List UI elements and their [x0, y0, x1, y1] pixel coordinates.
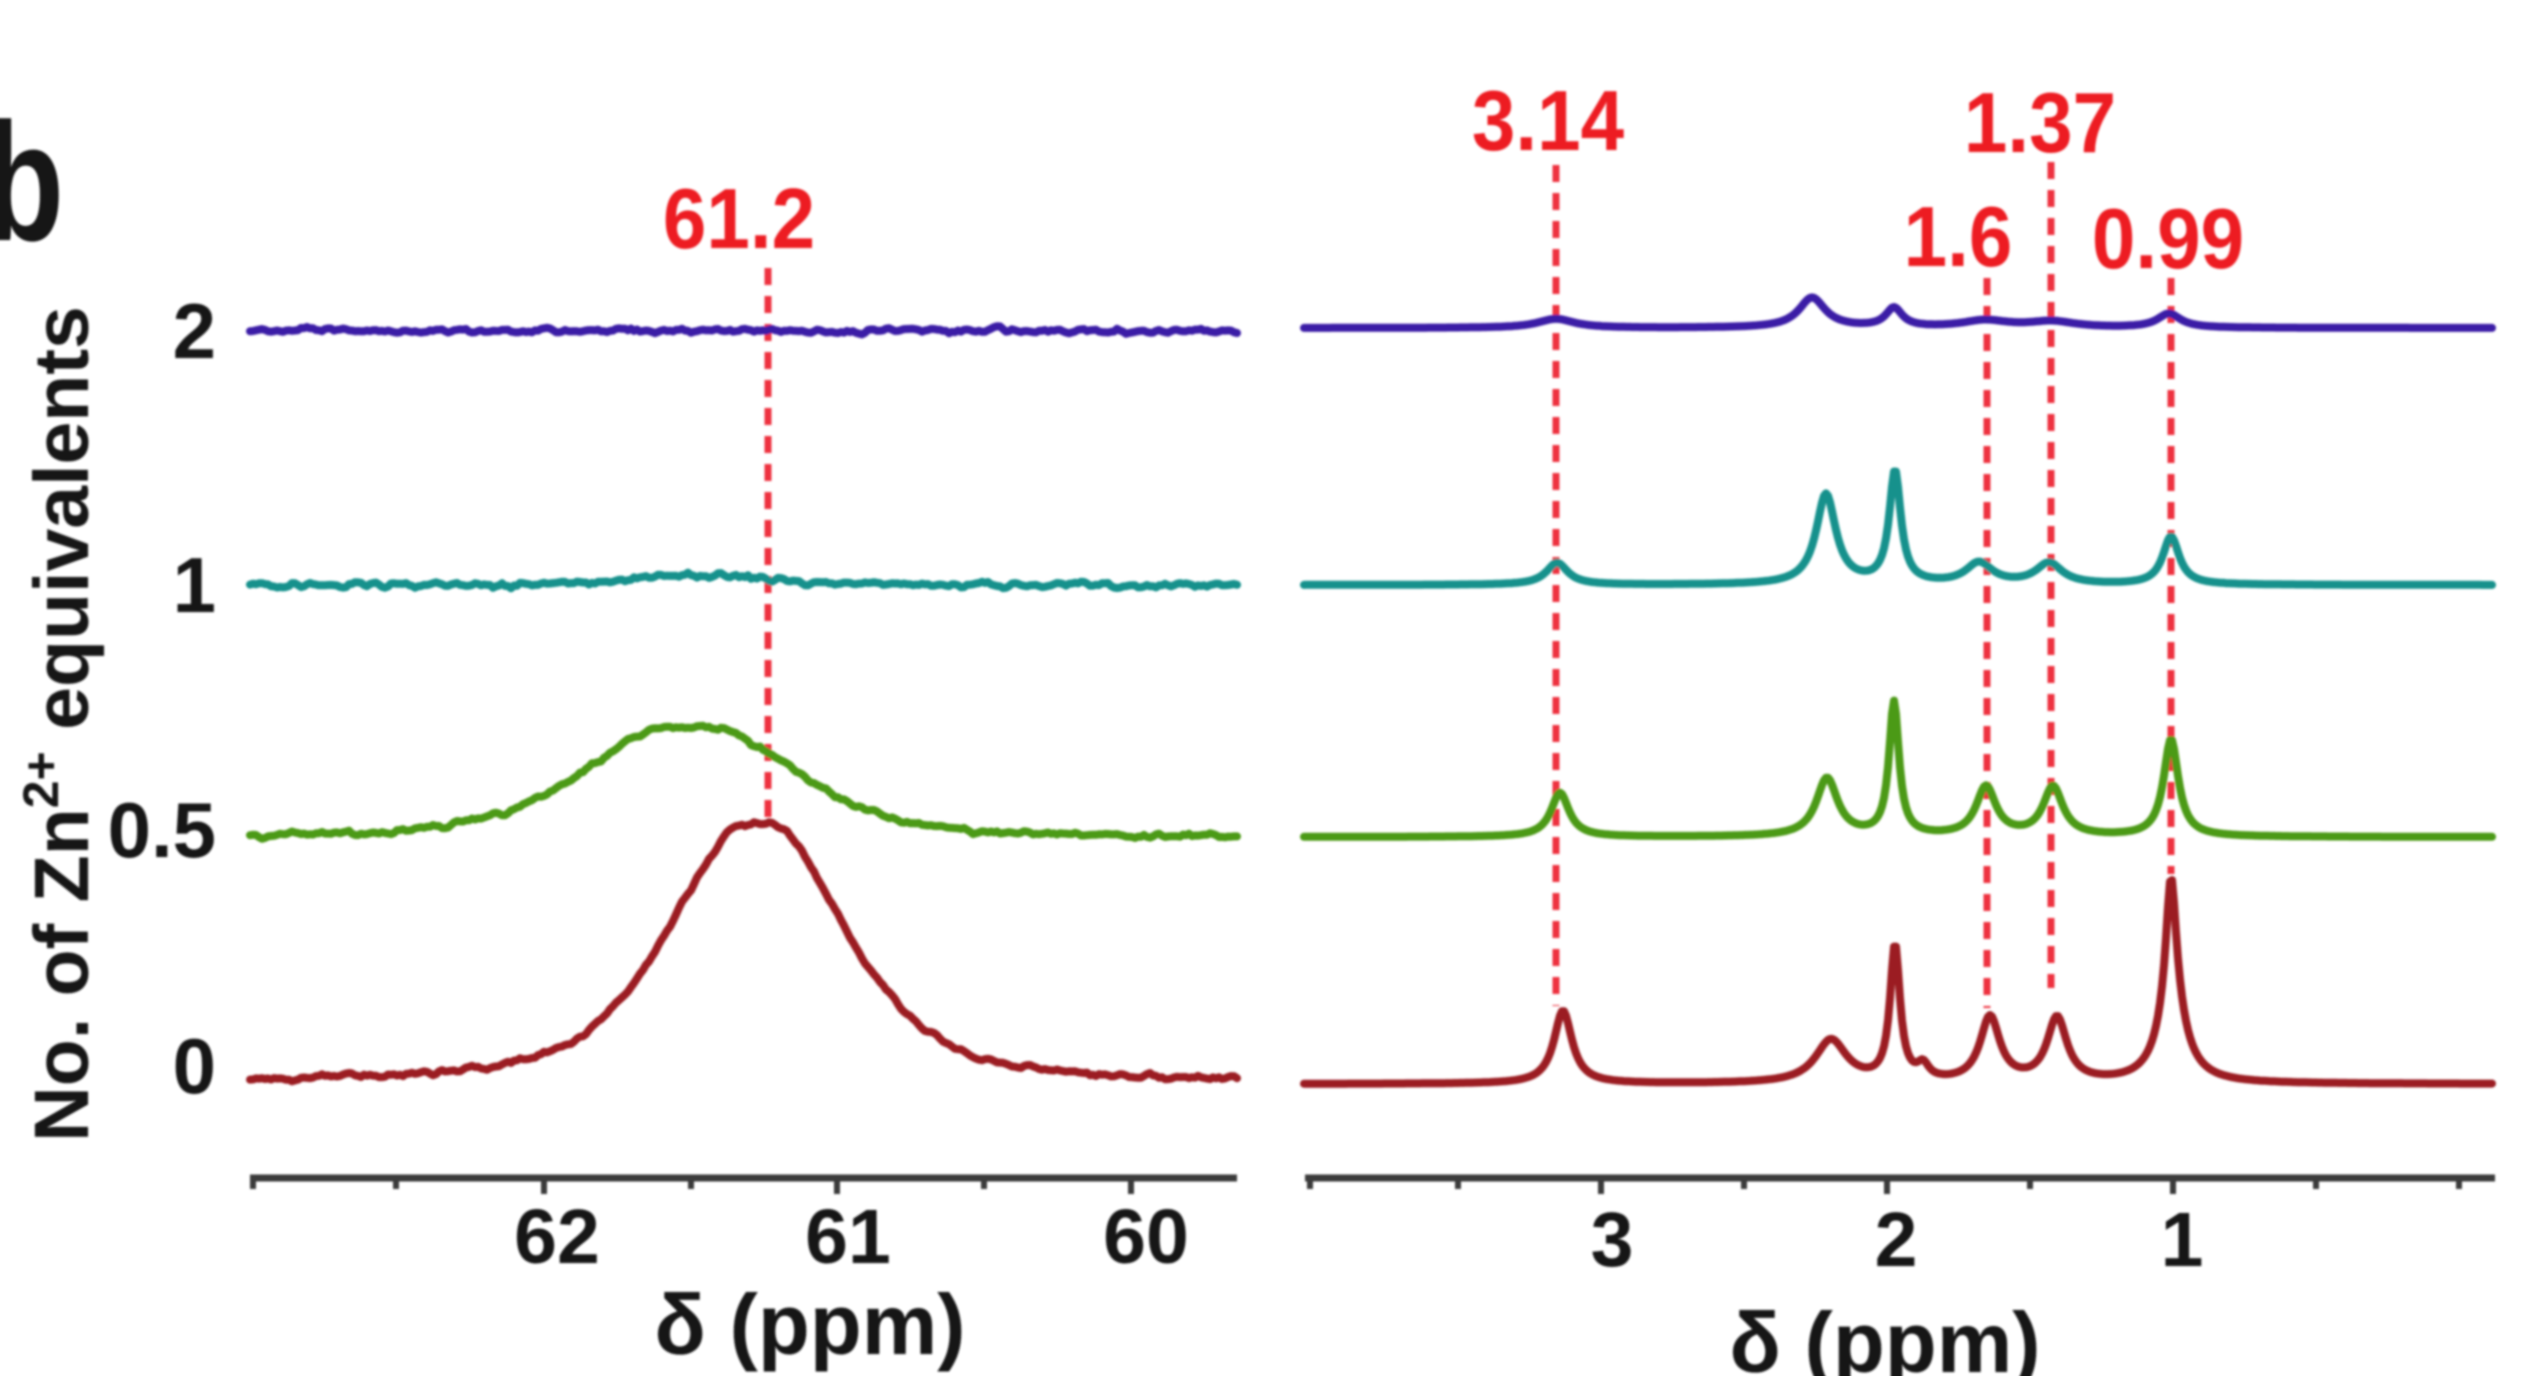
svg-text:1: 1 [173, 541, 216, 629]
svg-text:0: 0 [173, 1022, 216, 1110]
svg-text:61: 61 [805, 1194, 891, 1280]
svg-text:3: 3 [1591, 1197, 1634, 1283]
svg-text:61.2: 61.2 [663, 172, 815, 267]
svg-text:No. of Zn2+ equivalents: No. of Zn2+ equivalents [13, 306, 105, 1142]
svg-text:0.5: 0.5 [108, 786, 216, 874]
svg-text:2: 2 [1875, 1197, 1918, 1283]
svg-text:3.14: 3.14 [1472, 74, 1624, 169]
svg-text:δ (ppm): δ (ppm) [654, 1278, 965, 1373]
svg-text:60: 60 [1103, 1194, 1189, 1280]
svg-text:0.99: 0.99 [2092, 192, 2244, 287]
svg-text:1.6: 1.6 [1904, 190, 2013, 285]
svg-text:2: 2 [173, 287, 216, 375]
svg-text:δ (ppm): δ (ppm) [1729, 1296, 2040, 1376]
svg-text:62: 62 [514, 1194, 600, 1280]
svg-text:1.37: 1.37 [1964, 76, 2116, 171]
svg-text:1: 1 [2161, 1197, 2204, 1283]
svg-text:b: b [0, 88, 64, 275]
